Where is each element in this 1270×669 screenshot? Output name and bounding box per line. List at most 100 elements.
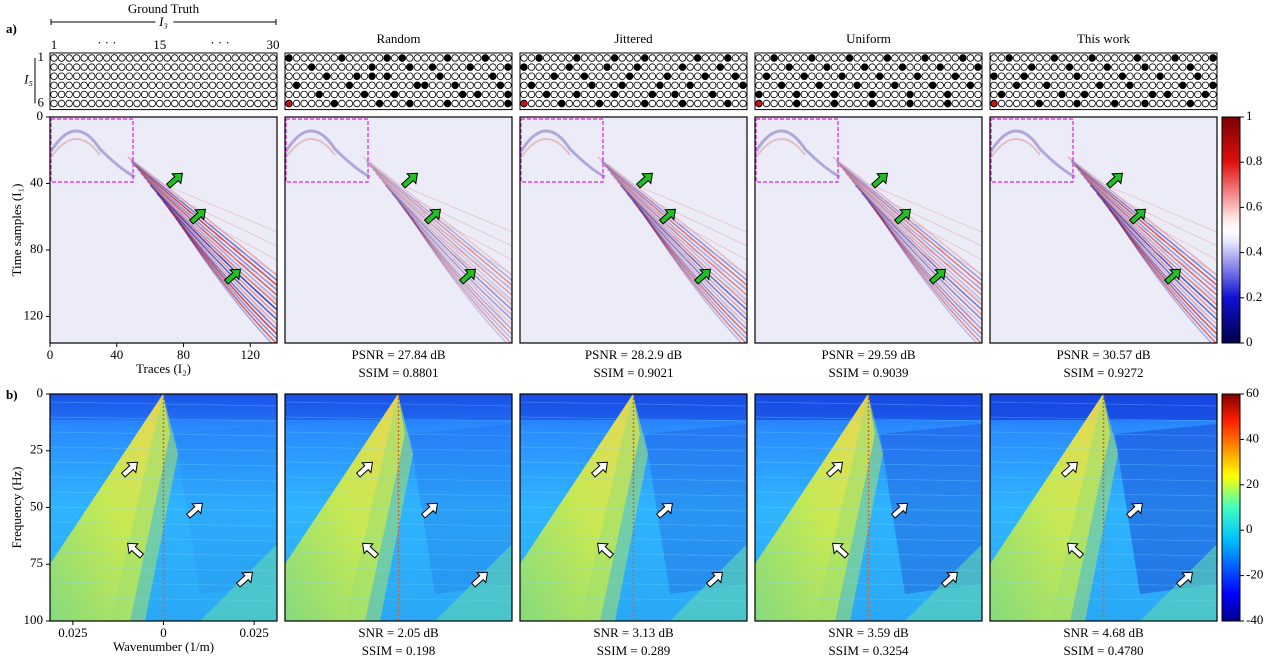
mask-slot: [307, 99, 316, 108]
mask-slot: [269, 54, 277, 62]
sampled-trace: [868, 90, 876, 99]
mask-slot: [171, 99, 179, 108]
wave-band: [397, 200, 512, 331]
mask-slot: [944, 54, 952, 62]
mask-slot: [481, 63, 489, 71]
mask-slot: [201, 72, 209, 80]
mask-slot: [95, 63, 103, 71]
mask-slot: [261, 90, 270, 99]
mask-slot: [201, 63, 209, 71]
x-tick-label: 120: [241, 347, 261, 362]
mask-slot: [724, 81, 732, 89]
mask-slot: [103, 99, 111, 108]
y-axis-label: Frequency (Hz): [9, 467, 24, 549]
mask-slot: [1043, 54, 1051, 62]
mask-slot: [193, 63, 202, 71]
sampled-trace: [678, 99, 687, 108]
mask-slot: [815, 90, 824, 99]
mask-slot: [140, 99, 149, 108]
mask-slot: [762, 63, 771, 71]
mask-slot: [785, 72, 793, 80]
mask-slot: [1163, 81, 1172, 89]
colorbar-tick-label: 20: [1246, 476, 1259, 491]
mask-slot: [1073, 54, 1081, 62]
sampled-trace: [1095, 81, 1104, 89]
image-frame: [519, 116, 748, 344]
mask-slot: [633, 81, 641, 89]
sampled-trace: [489, 72, 497, 80]
mask-slot: [678, 90, 687, 99]
streak: [285, 461, 512, 467]
mask-slot: [1035, 54, 1043, 62]
mask-tick-label: 1: [51, 37, 58, 52]
mask-row-label: 1: [38, 49, 45, 64]
sampled-trace: [1028, 63, 1036, 71]
mask-slot: [898, 72, 907, 80]
mask-slot: [1065, 99, 1074, 108]
wave-streak: [444, 246, 512, 303]
mask-slot: [565, 54, 573, 62]
mask-slot: [148, 63, 156, 71]
mask-slot: [1043, 90, 1051, 99]
wave-streak: [1109, 186, 1217, 233]
colorbar-tick-label: 0.6: [1246, 198, 1263, 213]
mask-slot: [1005, 90, 1013, 99]
mask-slot: [603, 90, 611, 99]
mask-slot: [913, 63, 922, 71]
mask-slot: [603, 99, 611, 108]
mask-slot: [883, 72, 892, 80]
streak: [520, 506, 747, 512]
sampled-trace: [368, 63, 376, 71]
mask-slot: [1020, 99, 1028, 108]
mask-slot: [520, 90, 528, 99]
mask-slot: [686, 99, 694, 108]
sampled-trace: [1148, 90, 1157, 99]
mask-slot: [1201, 54, 1210, 62]
mask-slot: [785, 99, 793, 108]
arrow: [1125, 502, 1144, 519]
wave-band: [146, 180, 277, 307]
mask-slot: [542, 54, 551, 62]
wave-streak: [404, 186, 512, 233]
mask-slot: [223, 90, 232, 99]
mask-slot: [285, 81, 293, 89]
mask-slot: [65, 54, 73, 62]
mask-slot: [595, 72, 604, 80]
mask-slot: [845, 63, 854, 71]
mask-slot: [88, 90, 96, 99]
mask-slot: [353, 54, 361, 62]
colorbar-tick-label: 0.2: [1246, 289, 1262, 304]
mask-slot: [436, 63, 444, 71]
mask-slot: [1028, 54, 1036, 62]
colorbar: [1221, 393, 1241, 622]
mask-slot: [1209, 72, 1217, 80]
arrow: [596, 542, 615, 559]
mask-slot: [595, 90, 604, 99]
wave-band: [156, 192, 277, 321]
sampled-trace: [1179, 81, 1187, 89]
mask-slot: [883, 63, 892, 71]
mask-slot: [1080, 99, 1089, 108]
mask-slot: [656, 72, 664, 80]
mask-slot: [125, 99, 134, 108]
mask-slot: [307, 54, 316, 62]
mask-slot: [1058, 99, 1066, 108]
mask-slot: [261, 63, 270, 71]
mask-slot: [808, 81, 816, 89]
mask-slot: [755, 54, 763, 62]
mask-slot: [626, 63, 634, 71]
sampled-trace: [1209, 81, 1217, 89]
arrow: [355, 461, 374, 478]
mask-slot: [997, 99, 1006, 108]
arrow: [590, 461, 609, 478]
mask-slot: [845, 72, 854, 80]
mask-slot: [466, 81, 474, 89]
mask-slot: [1103, 81, 1111, 89]
sampled-trace: [777, 81, 786, 89]
mask-slot: [315, 54, 323, 62]
wave-band: [851, 180, 982, 307]
mask-slot: [838, 63, 846, 71]
mask-slot: [1058, 54, 1066, 62]
metric: SSIM = 0.289: [597, 643, 670, 658]
wave-band: [140, 172, 277, 297]
